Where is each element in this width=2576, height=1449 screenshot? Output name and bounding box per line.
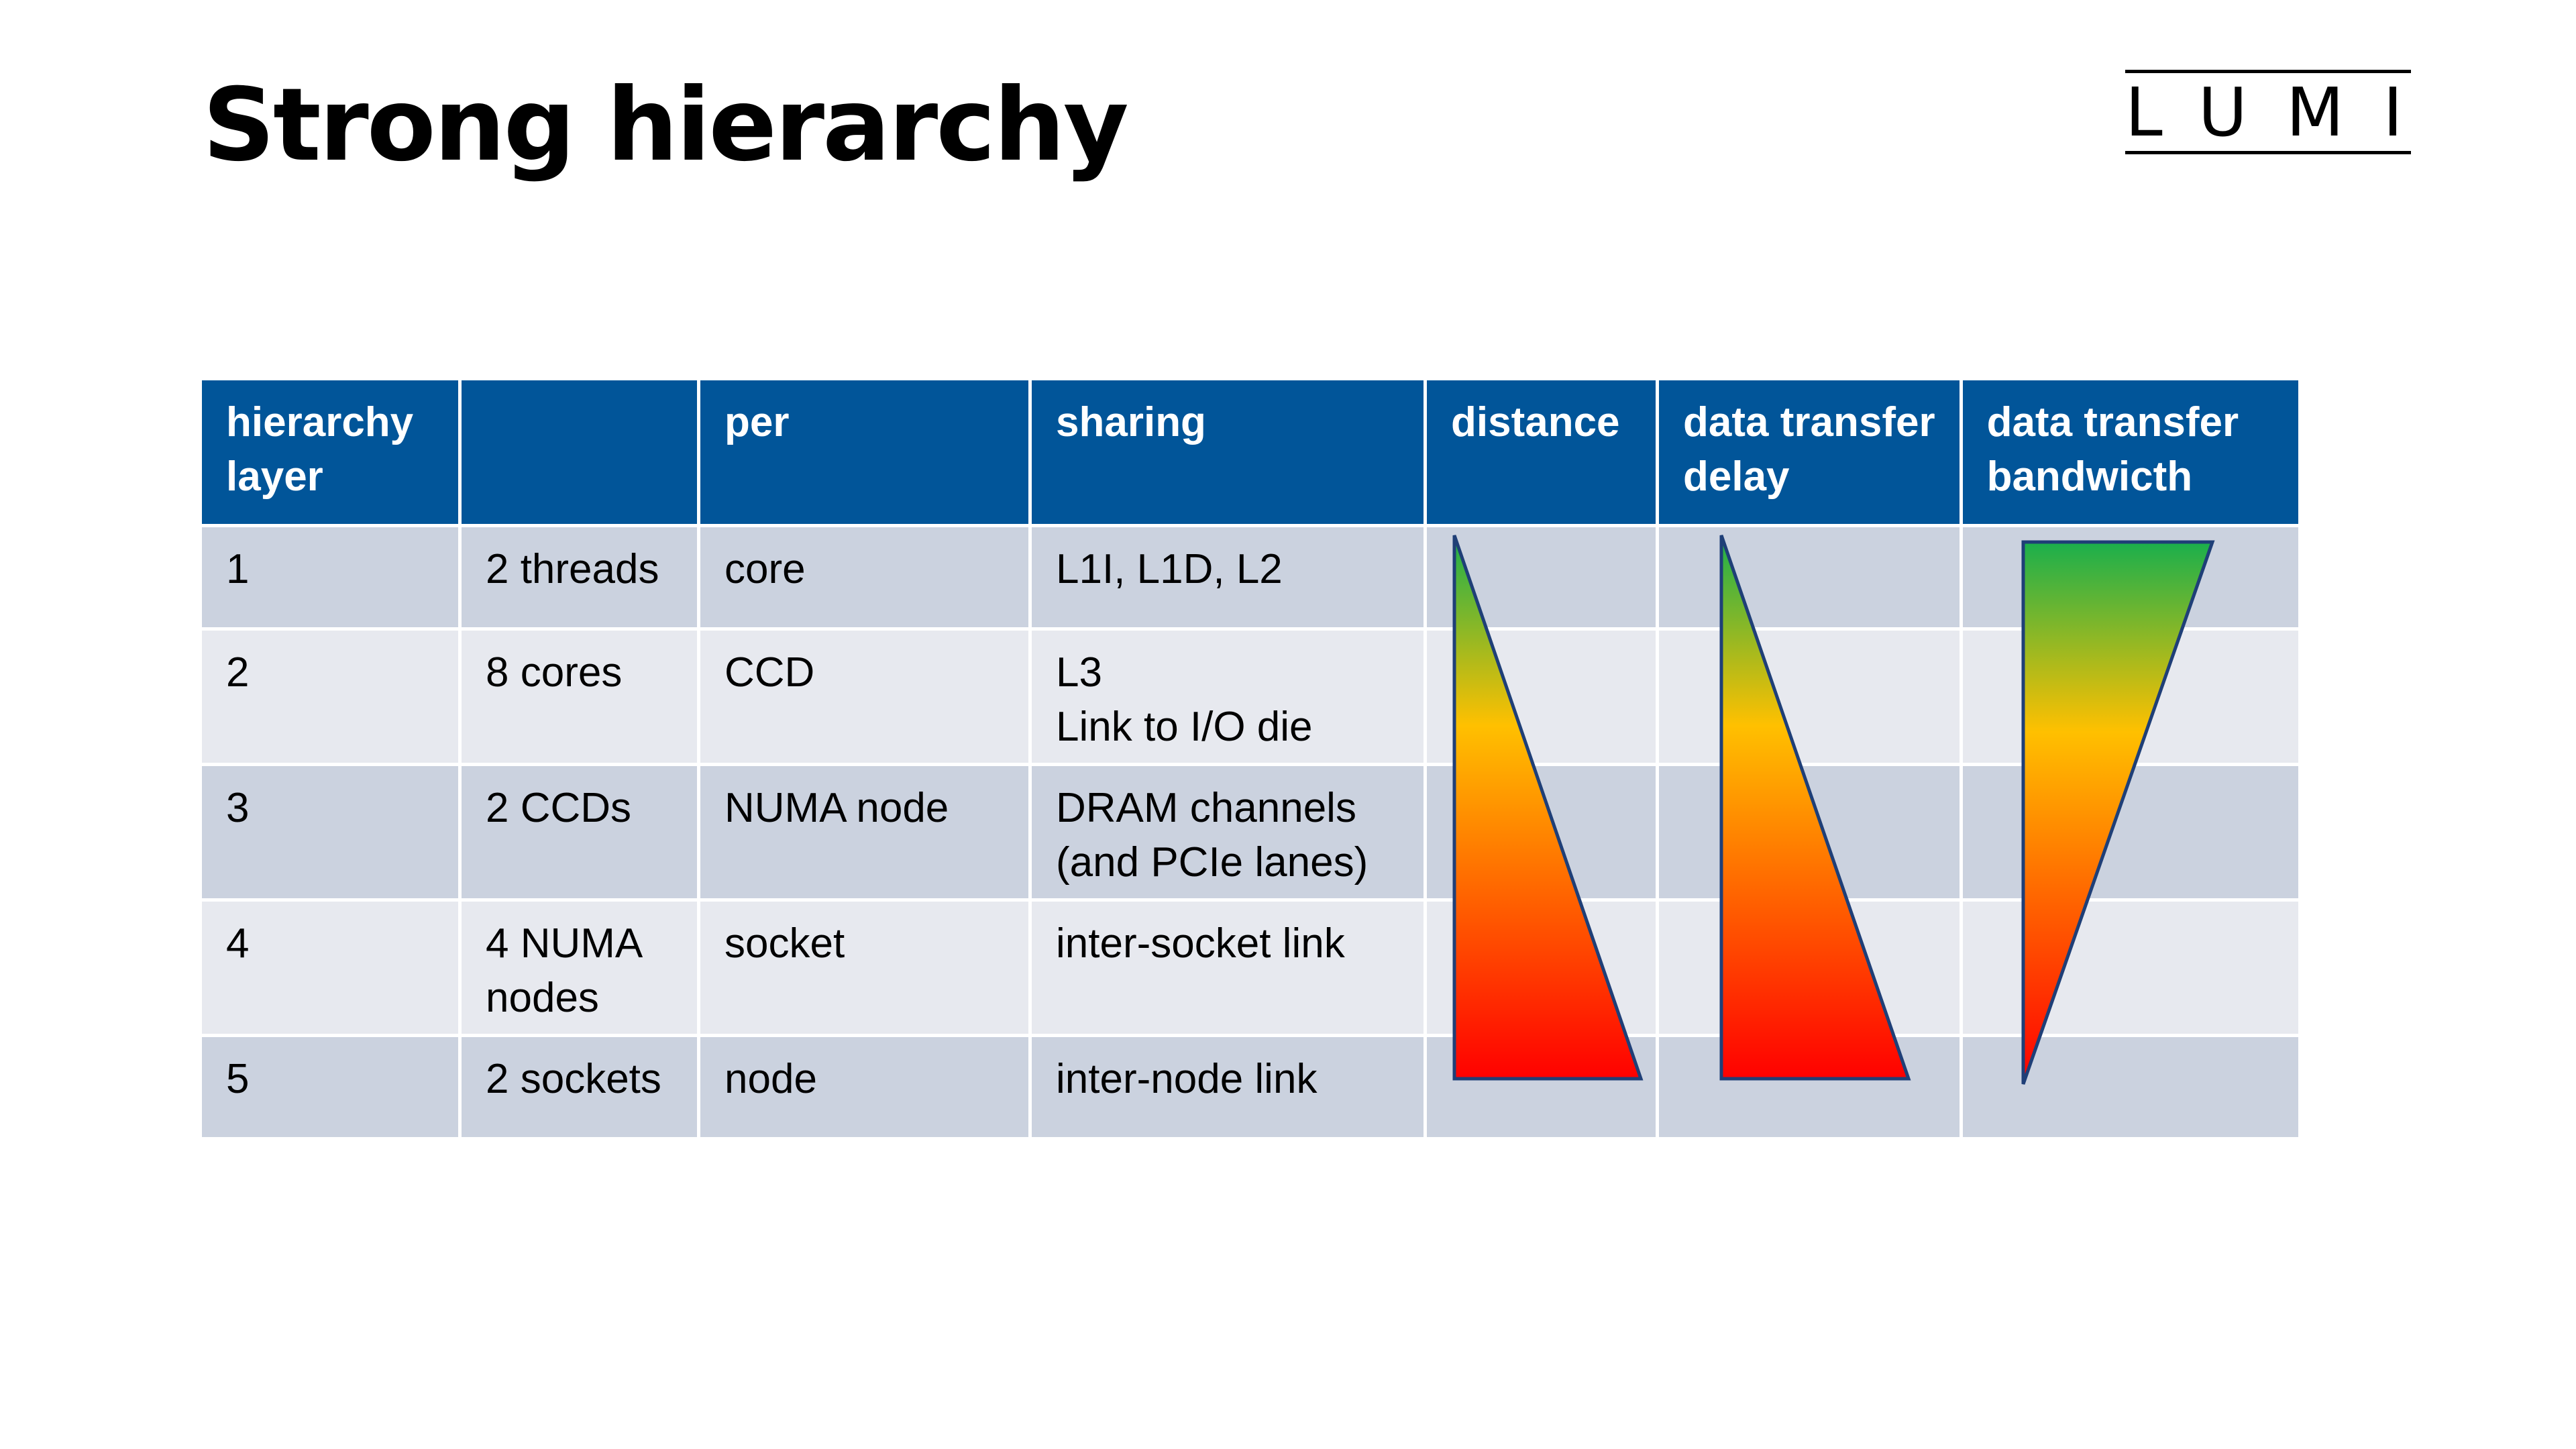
header-distance: distance xyxy=(1424,377,1659,527)
cell-sharing: inter-node link xyxy=(1028,1034,1427,1140)
header-sharing: sharing xyxy=(1028,377,1427,527)
header-data-transfer-bandwidth: data transfer bandwicth xyxy=(1959,377,2302,527)
cell-sharing: DRAM channels (and PCIe lanes) xyxy=(1028,763,1427,902)
cell-sharing: L3 Link to I/O die xyxy=(1028,627,1427,766)
cell-distance xyxy=(1424,627,1659,766)
cell-distance xyxy=(1424,763,1659,902)
table-row: 4 4 NUMA nodes socket inter-socket link xyxy=(199,898,2302,1037)
cell-distance xyxy=(1424,1034,1659,1140)
cell-delay xyxy=(1656,627,1963,766)
cell-delay xyxy=(1656,898,1963,1037)
cell-layer: 1 xyxy=(199,524,462,631)
cell-distance xyxy=(1424,524,1659,631)
cell-layer: 5 xyxy=(199,1034,462,1140)
table-row: 1 2 threads core L1I, L1D, L2 xyxy=(199,524,2302,631)
cell-bandwidth xyxy=(1959,524,2302,631)
table-row: 3 2 CCDs NUMA node DRAM channels (and PC… xyxy=(199,763,2302,902)
cell-count: 8 cores xyxy=(458,627,700,766)
cell-count: 2 CCDs xyxy=(458,763,700,902)
cell-per: socket xyxy=(697,898,1032,1037)
cell-per: core xyxy=(697,524,1032,631)
cell-count: 2 threads xyxy=(458,524,700,631)
hierarchy-table-container: hierarchy layer per sharing distance dat… xyxy=(199,377,2302,1140)
cell-delay xyxy=(1656,763,1963,902)
logo-bottom-rule xyxy=(2125,151,2411,154)
cell-count: 4 NUMA nodes xyxy=(458,898,700,1037)
cell-per: CCD xyxy=(697,627,1032,766)
slide-title: Strong hierarchy xyxy=(203,67,1129,184)
cell-bandwidth xyxy=(1959,627,2302,766)
cell-layer: 4 xyxy=(199,898,462,1037)
cell-distance xyxy=(1424,898,1659,1037)
cell-count: 2 sockets xyxy=(458,1034,700,1140)
table-row: 5 2 sockets node inter-node link xyxy=(199,1034,2302,1140)
logo-top-rule xyxy=(2125,70,2411,73)
cell-per: node xyxy=(697,1034,1032,1140)
cell-layer: 3 xyxy=(199,763,462,902)
hierarchy-table: hierarchy layer per sharing distance dat… xyxy=(199,377,2302,1140)
cell-sharing: inter-socket link xyxy=(1028,898,1427,1037)
table-row: 2 8 cores CCD L3 Link to I/O die xyxy=(199,627,2302,766)
header-hierarchy-layer: hierarchy layer xyxy=(199,377,462,527)
cell-sharing: L1I, L1D, L2 xyxy=(1028,524,1427,631)
cell-bandwidth xyxy=(1959,898,2302,1037)
cell-bandwidth xyxy=(1959,1034,2302,1140)
header-count xyxy=(458,377,700,527)
header-per: per xyxy=(697,377,1032,527)
lumi-logo: LUMI xyxy=(2125,70,2411,156)
cell-per: NUMA node xyxy=(697,763,1032,902)
cell-delay xyxy=(1656,524,1963,631)
table-header-row: hierarchy layer per sharing distance dat… xyxy=(199,377,2302,527)
header-data-transfer-delay: data transfer delay xyxy=(1656,377,1963,527)
cell-delay xyxy=(1656,1034,1963,1140)
cell-bandwidth xyxy=(1959,763,2302,902)
cell-layer: 2 xyxy=(199,627,462,766)
logo-text: LUMI xyxy=(2125,73,2442,152)
